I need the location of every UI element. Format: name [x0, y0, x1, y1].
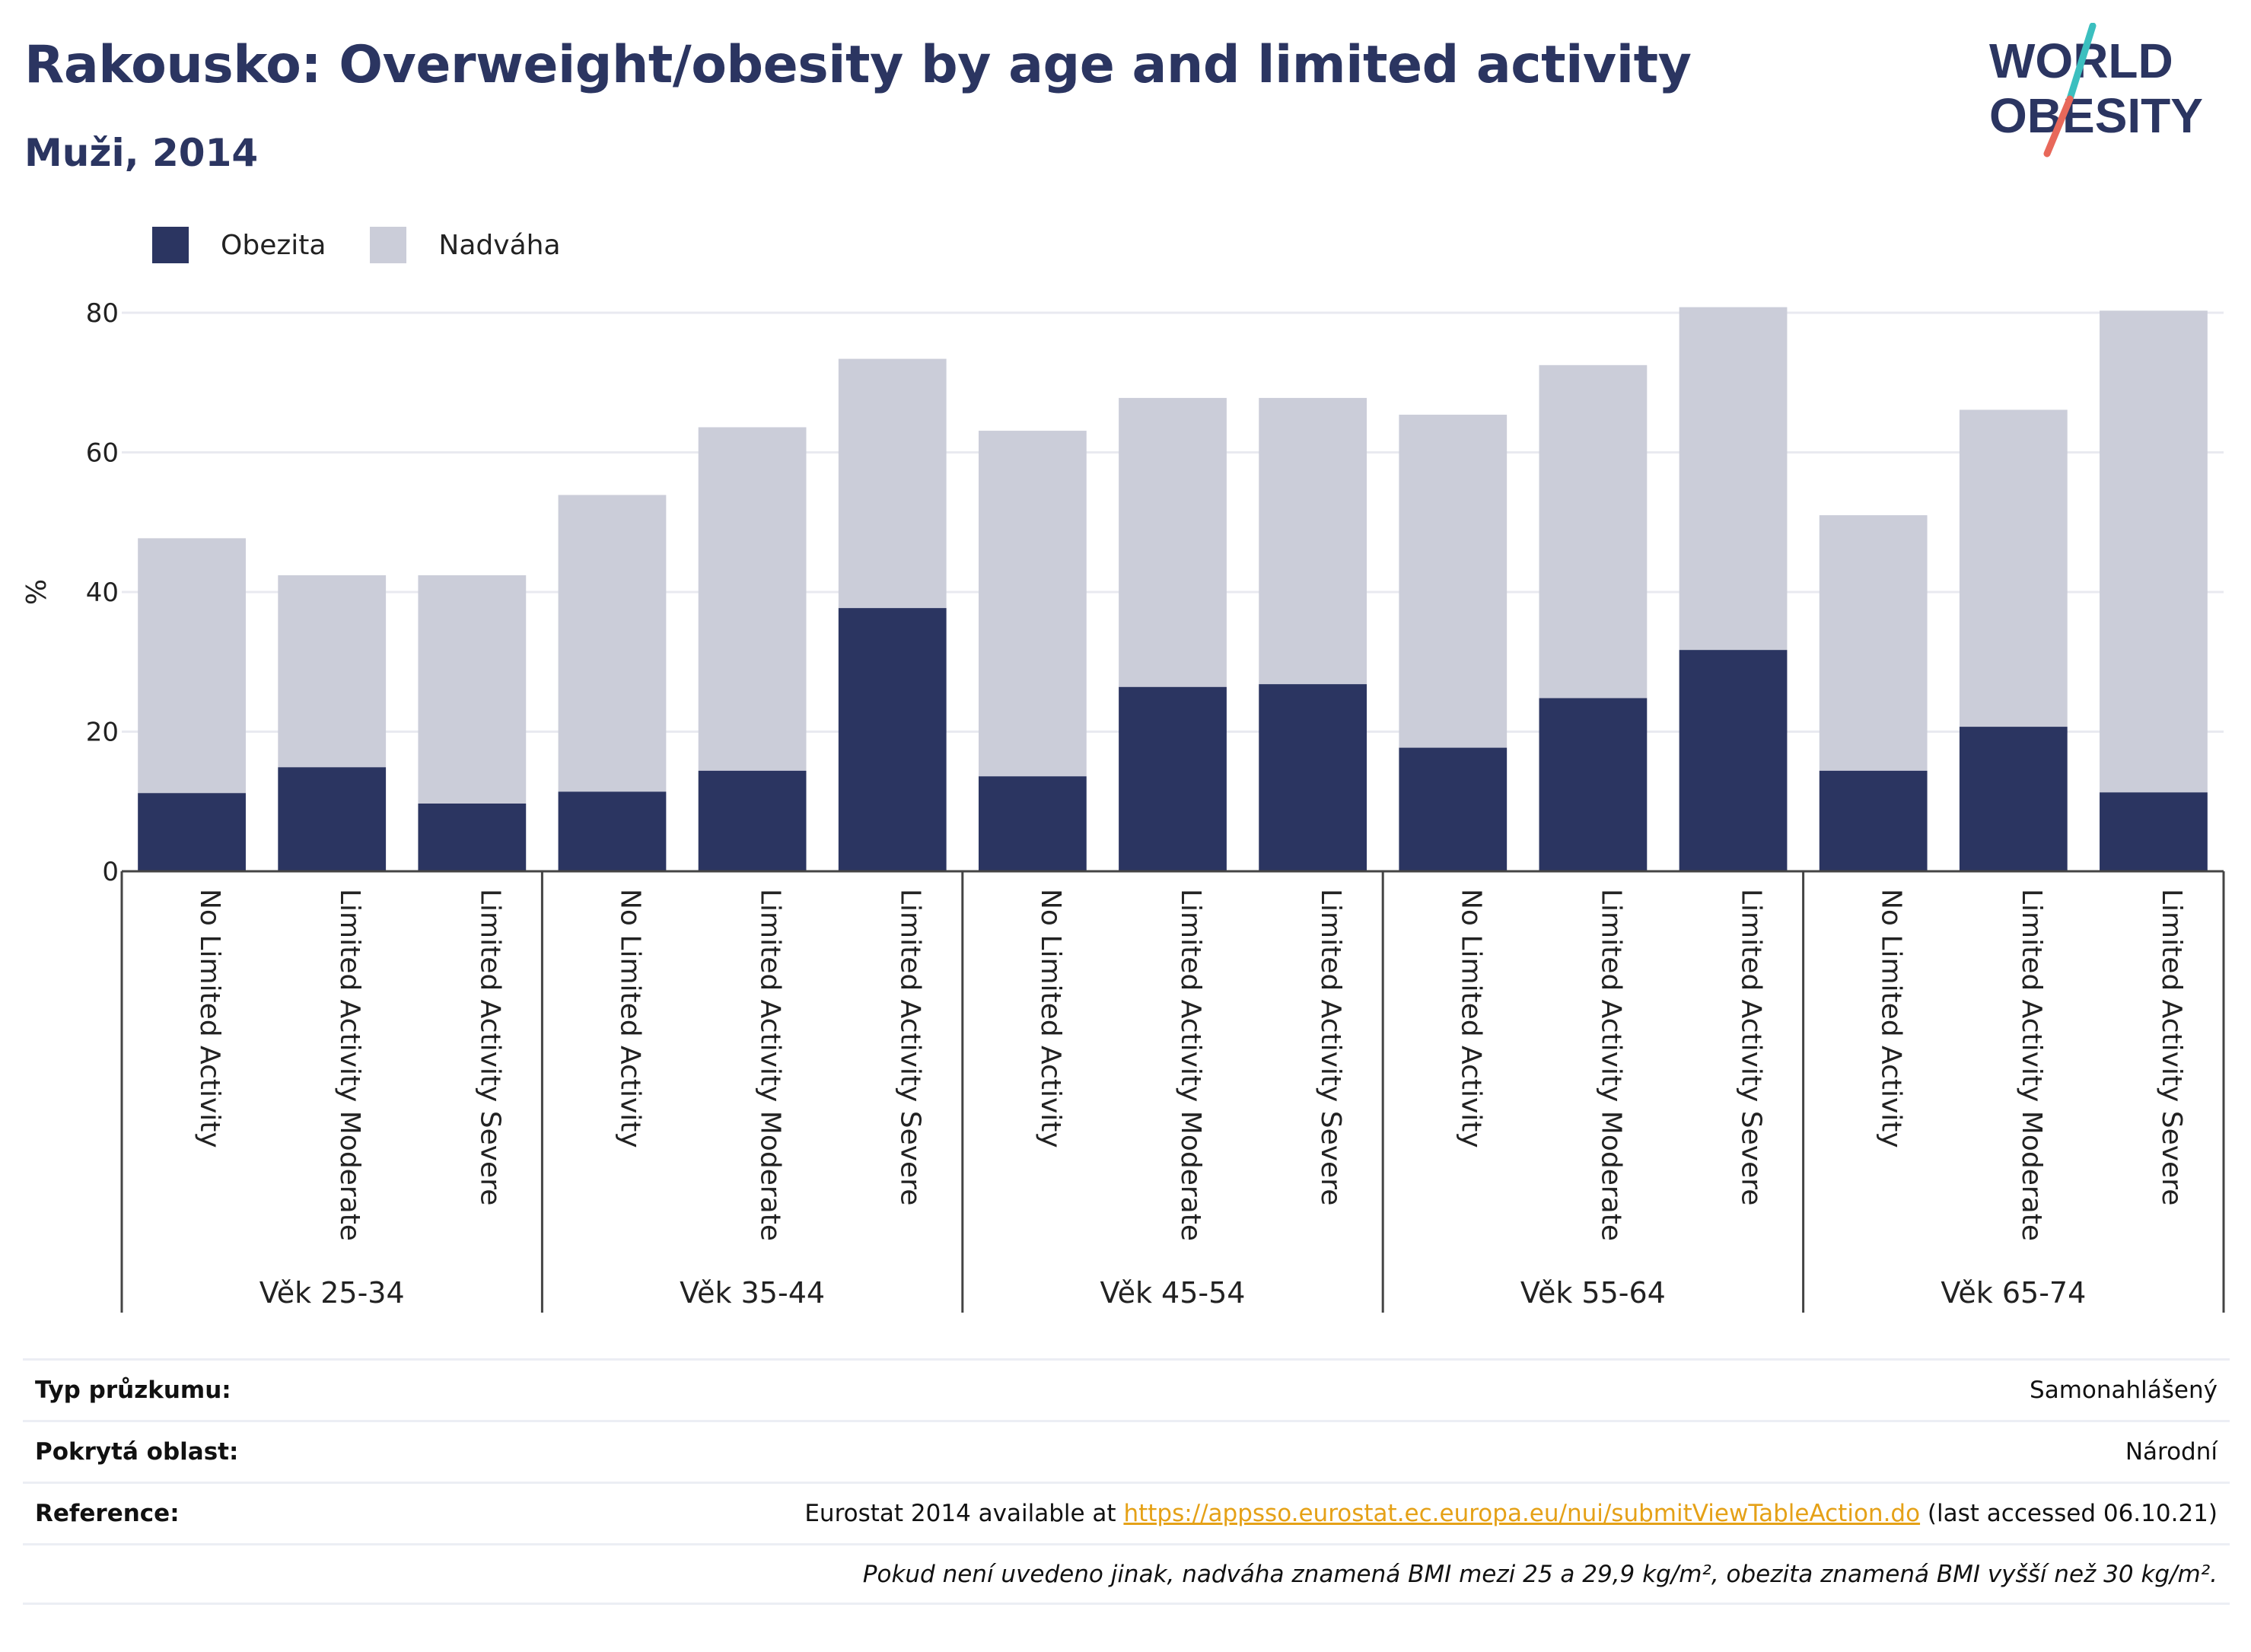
x-category-label: Limited Activity Severe [1736, 889, 1767, 1205]
bar-overweight [138, 538, 246, 794]
y-tick-label: 60 [86, 438, 119, 469]
bar-obesity [838, 608, 947, 871]
x-group-label: Věk 55-64 [1520, 1276, 1666, 1310]
bar-obesity [1399, 747, 1508, 871]
reference-value: Eurostat 2014 available at https://appss… [804, 1500, 2218, 1527]
logo-text-obesity: OBESITY [1989, 88, 2203, 143]
bar-overweight [698, 427, 807, 771]
bar-obesity [978, 776, 1087, 871]
bar-overweight [1959, 409, 2068, 727]
reference-label: Reference: [35, 1500, 180, 1527]
bar-obesity [278, 767, 387, 871]
logo-slash-top [2066, 23, 2097, 103]
x-category-label: Limited Activity Moderate [1595, 889, 1626, 1241]
x-category-label: No Limited Activity [194, 889, 225, 1148]
bar-overweight [1539, 364, 1648, 699]
bar-overweight [2100, 310, 2208, 793]
bar-obesity [1959, 727, 2068, 871]
legend-label-overweight: Nadváha [438, 229, 561, 261]
meta-row-survey: Typ průzkumu: Samonahlášený [23, 1358, 2230, 1420]
bar-overweight [1259, 397, 1367, 685]
x-category-label: No Limited Activity [1876, 889, 1907, 1148]
y-tick-label: 80 [86, 298, 119, 329]
bar-overweight [978, 431, 1087, 777]
y-tick-label: 40 [86, 578, 119, 608]
x-category-label: Limited Activity Severe [1315, 889, 1346, 1205]
x-group-label: Věk 25-34 [259, 1276, 405, 1310]
reference-suffix: (last accessed 06.10.21) [1920, 1500, 2218, 1527]
bar-obesity [418, 804, 527, 871]
x-group-label: Věk 35-44 [680, 1276, 825, 1310]
coverage-area-value: Národní [2125, 1438, 2218, 1466]
bmi-note: Pokud není uvedeno jinak, nadváha znamen… [862, 1560, 2218, 1588]
metadata-table: Typ průzkumu: Samonahlášený Pokrytá obla… [23, 1358, 2230, 1605]
bar-obesity [1679, 650, 1788, 871]
bar-obesity [1539, 698, 1648, 871]
reference-link[interactable]: https://appsso.eurostat.ec.europa.eu/nui… [1123, 1500, 1921, 1527]
x-category-label: Limited Activity Moderate [755, 889, 786, 1241]
legend-item-overweight: Nadváha [370, 227, 561, 263]
y-axis-label: % [21, 579, 53, 605]
x-category-label: No Limited Activity [1455, 889, 1486, 1148]
coverage-area-label: Pokrytá oblast: [35, 1438, 239, 1466]
bar-obesity [698, 770, 807, 871]
x-category-label: Limited Activity Moderate [334, 889, 365, 1241]
x-category-label: Limited Activity Severe [2156, 889, 2187, 1205]
meta-row-area: Pokrytá oblast: Národní [23, 1420, 2230, 1482]
meta-row-note: Pokud není uvedeno jinak, nadváha znamen… [23, 1543, 2230, 1605]
bar-overweight [278, 575, 387, 768]
reference-prefix: Eurostat 2014 available at [804, 1500, 1124, 1527]
x-category-label: Limited Activity Moderate [2016, 889, 2047, 1241]
bar-obesity [1259, 684, 1367, 871]
bar-obesity [1819, 770, 1928, 871]
x-category-label: Limited Activity Severe [895, 889, 926, 1205]
logo-slash-bottom [2043, 95, 2074, 158]
survey-type-value: Samonahlášený [2030, 1377, 2218, 1404]
y-tick-label: 0 [102, 857, 119, 887]
bar-overweight [1119, 397, 1227, 687]
y-tick-label: 20 [86, 718, 119, 748]
chart-legend: Obezita Nadváha [152, 225, 605, 265]
x-group-label: Věk 45-54 [1100, 1276, 1246, 1310]
legend-label-obesity: Obezita [221, 229, 326, 261]
bar-overweight [838, 358, 947, 609]
bar-overweight [558, 495, 667, 792]
x-group-label: Věk 65-74 [1941, 1276, 2086, 1310]
legend-swatch-overweight [370, 227, 407, 263]
x-category-label: Limited Activity Severe [474, 889, 505, 1205]
legend-swatch-obesity [152, 227, 189, 263]
x-category-label: No Limited Activity [1035, 889, 1066, 1148]
chart-subtitle: Muži, 2014 [24, 131, 259, 175]
survey-type-label: Typ průzkumu: [35, 1377, 231, 1404]
world-obesity-logo: WORLD OBESITY [1989, 23, 2203, 158]
bar-overweight [1679, 307, 1788, 651]
bar-obesity [1119, 686, 1227, 871]
bar-overweight [418, 575, 527, 804]
bar-obesity [138, 793, 246, 871]
legend-item-obesity: Obezita [152, 227, 326, 263]
stacked-bar-chart: 0 20 40 60 80% No Limited Activity Limited Act… [21, 298, 2225, 1313]
x-category-label: Limited Activity Moderate [1175, 889, 1206, 1241]
meta-row-reference: Reference: Eurostat 2014 available at ht… [23, 1482, 2230, 1543]
bar-obesity [2100, 792, 2208, 871]
bar-overweight [1819, 515, 1928, 771]
x-category-label: No Limited Activity [614, 889, 645, 1148]
bar-obesity [558, 791, 667, 871]
chart-title: Rakousko: Overweight/obesity by age and … [24, 35, 1692, 95]
bar-overweight [1399, 414, 1508, 748]
